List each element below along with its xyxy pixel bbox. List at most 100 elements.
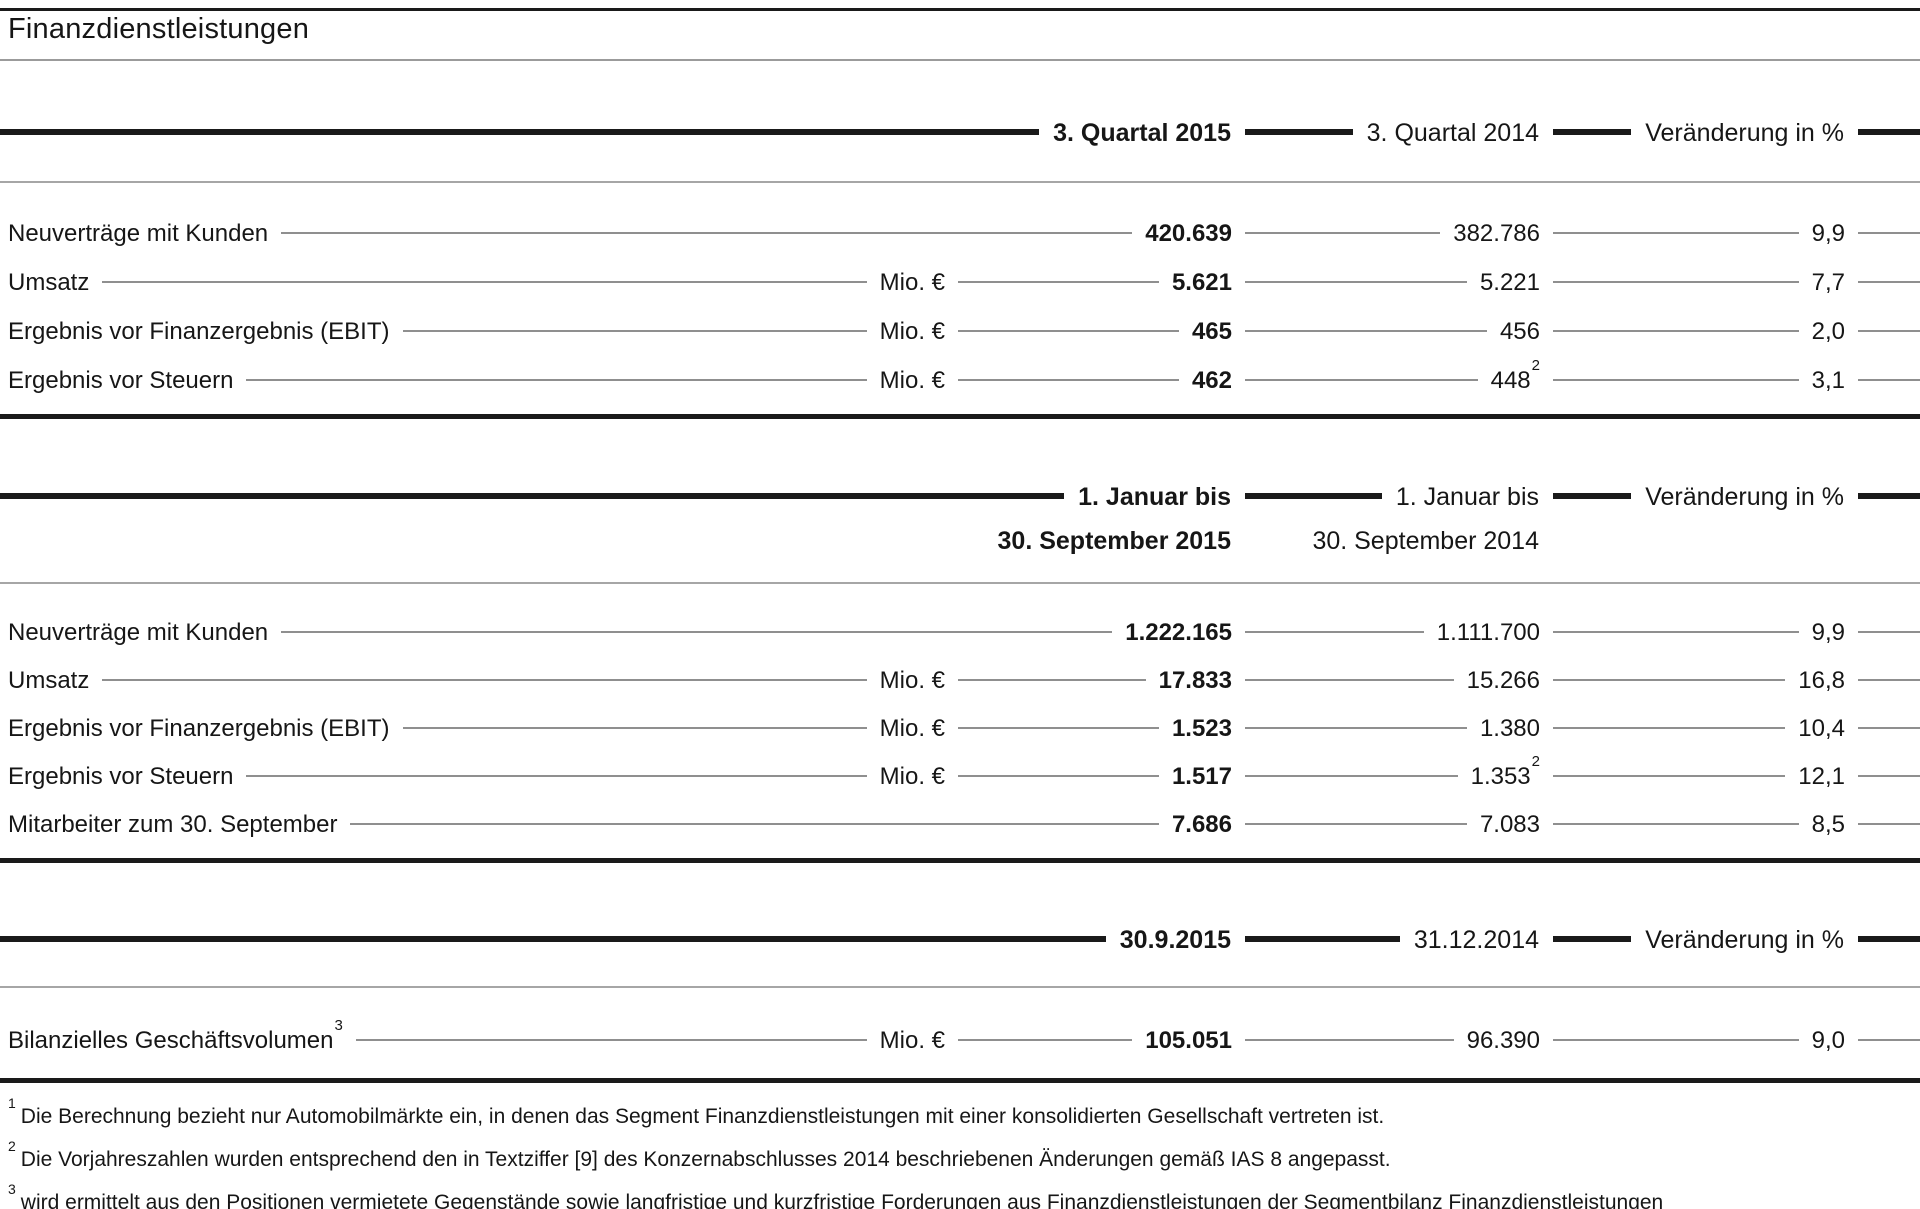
- unit-cell: Mio. €: [866, 715, 958, 743]
- value-current: 465: [1178, 318, 1245, 346]
- value-prior: 7.083: [1466, 811, 1553, 839]
- column-header-current: 1. Januar bis: [1064, 480, 1245, 514]
- leader-line: [0, 281, 1920, 283]
- table-row: Neuverträge mit Kunden 420.639 382.786 9…: [0, 204, 1920, 253]
- unit-cell: Mio. €: [866, 1027, 958, 1055]
- leader-line: [0, 232, 1920, 234]
- table-row: Neuverträge mit Kunden 1.222.165 1.111.7…: [0, 604, 1920, 652]
- value-change: 16,8: [1785, 667, 1858, 695]
- value-prior: 4482: [1477, 357, 1553, 395]
- value-prior: 382.786: [1440, 220, 1553, 248]
- table2-header-row-line2: 30. September 2015 30. September 2014: [0, 514, 1920, 558]
- footnote-text: wird ermittelt aus den Positionen vermie…: [20, 1191, 1664, 1209]
- value-prior: 15.266: [1453, 667, 1553, 695]
- column-header-change: Veränderung in %: [1631, 923, 1858, 957]
- column-header-current-line2: 30. September 2015: [997, 527, 1231, 555]
- row-label: Bilanzielles Geschäftsvolumen3: [0, 1017, 356, 1055]
- column-header-prior-line2: 30. September 2014: [1312, 527, 1539, 555]
- footnote: 1Die Berechnung bezieht nur Automobilmär…: [8, 1092, 1912, 1135]
- value-prior: 456: [1486, 318, 1553, 346]
- unit-cell: Mio. €: [866, 269, 958, 297]
- header-bar: [0, 129, 1920, 135]
- value-prior: 1.111.700: [1423, 619, 1553, 647]
- title-divider: [0, 59, 1920, 61]
- unit-cell: Mio. €: [866, 667, 958, 695]
- top-divider: [0, 8, 1920, 11]
- footnote-marker: 2: [8, 1138, 16, 1154]
- leader-line: [0, 727, 1920, 729]
- footnote-ref: 3: [334, 1017, 343, 1034]
- header-bar: [0, 936, 1920, 942]
- row-label: Ergebnis vor Steuern: [0, 763, 247, 791]
- header-underline: [0, 181, 1920, 183]
- column-header-prior: 31.12.2014: [1399, 923, 1553, 957]
- table-row: Umsatz Mio. € 17.833 15.266 16,8: [0, 652, 1920, 700]
- row-label: Neuverträge mit Kunden: [0, 619, 282, 647]
- value-change: 10,4: [1785, 715, 1858, 743]
- leader-line: [0, 379, 1920, 381]
- table-row: Ergebnis vor Finanzergebnis (EBIT) Mio. …: [0, 700, 1920, 748]
- footnote: 2Die Vorjahreszahlen wurden entsprechend…: [8, 1135, 1912, 1178]
- footnotes: 1Die Berechnung bezieht nur Automobilmär…: [8, 1092, 1912, 1209]
- leader-line: [0, 330, 1920, 332]
- value-prior: 5.221: [1466, 269, 1553, 297]
- column-header-prior: 1. Januar bis: [1381, 480, 1553, 514]
- value-current: 5.621: [1158, 269, 1245, 297]
- value-change: 8,5: [1798, 811, 1858, 839]
- table-bottom-rule: [0, 414, 1920, 419]
- footnote-ref: 2: [1531, 357, 1540, 374]
- row-label: Ergebnis vor Finanzergebnis (EBIT): [0, 715, 403, 743]
- value-change: 12,1: [1785, 763, 1858, 791]
- leader-line: [0, 823, 1920, 825]
- value-current: 105.051: [1132, 1027, 1245, 1055]
- table-row: Ergebnis vor Steuern Mio. € 1.517 1.3532…: [0, 748, 1920, 796]
- leader-line: [0, 1039, 1920, 1041]
- value-current: 17.833: [1145, 667, 1245, 695]
- footnote-marker: 3: [8, 1181, 16, 1197]
- table-bottom-rule: [0, 1078, 1920, 1083]
- value-current: 1.222.165: [1112, 619, 1245, 647]
- unit-cell: Mio. €: [866, 318, 958, 346]
- footnote-marker: 1: [8, 1095, 16, 1111]
- column-header-current: 3. Quartal 2015: [1039, 116, 1245, 150]
- table-row: Mitarbeiter zum 30. September 7.686 7.08…: [0, 796, 1920, 844]
- footnote-text: Die Vorjahreszahlen wurden entsprechend …: [20, 1148, 1391, 1171]
- leader-line: [0, 631, 1920, 633]
- value-prior: 1.380: [1466, 715, 1553, 743]
- table-bottom-rule: [0, 858, 1920, 863]
- table1-header-row: 3. Quartal 2015 3. Quartal 2014 Veränder…: [0, 106, 1920, 150]
- footnote-text: Die Berechnung bezieht nur Automobilmärk…: [20, 1105, 1385, 1128]
- leader-line: [0, 679, 1920, 681]
- leader-line: [0, 775, 1920, 777]
- value-current: 420.639: [1132, 220, 1245, 248]
- table-row: Bilanzielles Geschäftsvolumen3 Mio. € 10…: [0, 1011, 1920, 1060]
- row-label: Ergebnis vor Finanzergebnis (EBIT): [0, 318, 403, 346]
- footnote-ref: 2: [1531, 753, 1540, 770]
- value-current: 462: [1178, 367, 1245, 395]
- header-underline: [0, 986, 1920, 988]
- column-header-current: 30.9.2015: [1105, 923, 1245, 957]
- unit-cell: Mio. €: [866, 367, 958, 395]
- row-label: Neuverträge mit Kunden: [0, 220, 282, 248]
- value-prior: 1.3532: [1457, 753, 1553, 791]
- unit-cell: Mio. €: [866, 763, 958, 791]
- table-row: Ergebnis vor Steuern Mio. € 462 4482 3,1: [0, 351, 1920, 400]
- value-prior: 96.390: [1453, 1027, 1553, 1055]
- table-row: Umsatz Mio. € 5.621 5.221 7,7: [0, 253, 1920, 302]
- footnote: 3wird ermittelt aus den Positionen vermi…: [8, 1178, 1912, 1209]
- value-change: 9,9: [1798, 220, 1858, 248]
- row-label: Mitarbeiter zum 30. September: [0, 811, 351, 839]
- row-label: Umsatz: [0, 667, 103, 695]
- column-header-prior: 3. Quartal 2014: [1352, 116, 1553, 150]
- value-change: 2,0: [1798, 318, 1858, 346]
- header-bar: [0, 493, 1920, 499]
- table3-header-row: 30.9.2015 31.12.2014 Veränderung in %: [0, 913, 1920, 957]
- row-label: Ergebnis vor Steuern: [0, 367, 247, 395]
- page-title: Finanzdienstleistungen: [8, 13, 310, 45]
- value-change: 9,9: [1798, 619, 1858, 647]
- value-current: 1.517: [1158, 763, 1245, 791]
- value-change: 9,0: [1798, 1027, 1858, 1055]
- value-change: 3,1: [1798, 367, 1858, 395]
- table-row: Ergebnis vor Finanzergebnis (EBIT) Mio. …: [0, 302, 1920, 351]
